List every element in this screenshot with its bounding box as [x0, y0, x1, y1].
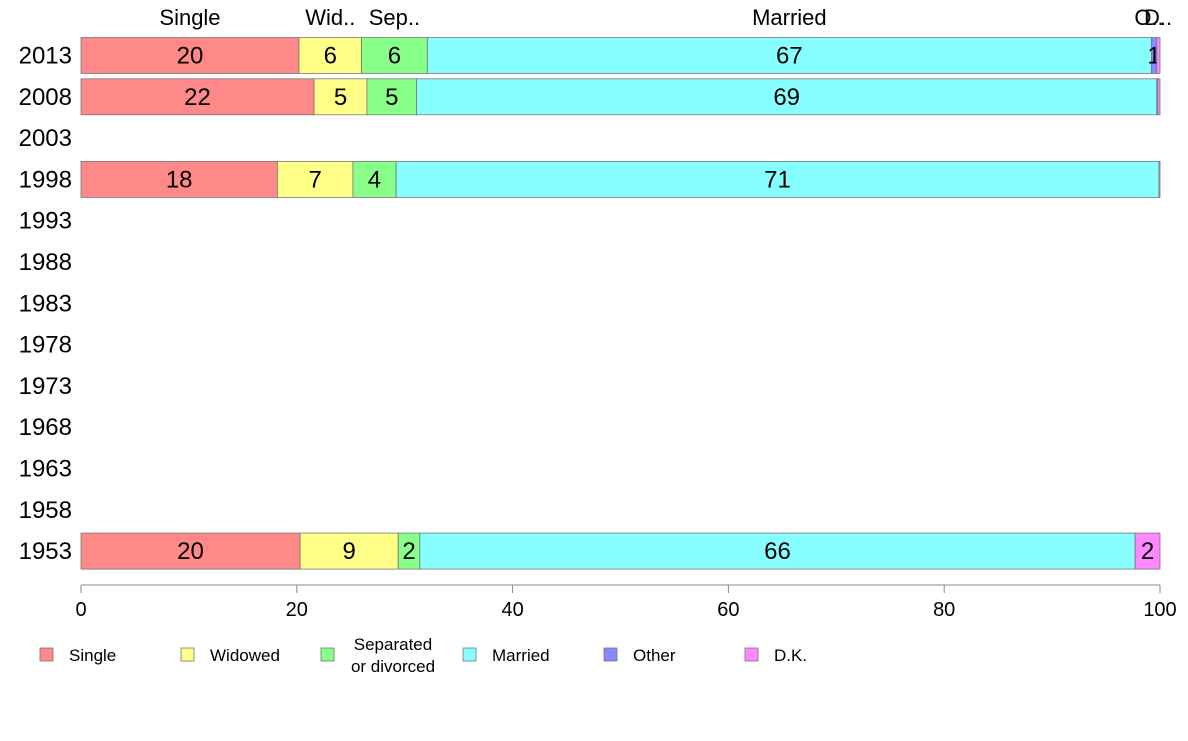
- legend-swatch-1: [180, 647, 195, 662]
- bar-2008-series-2: [366, 78, 417, 116]
- year-label-1998: 1998: [19, 166, 72, 193]
- data-label-2008-series-0: 22: [184, 84, 211, 111]
- top-category-labels: Single Wid.. Sep.. Married O..D..: [159, 5, 1172, 30]
- legend-swatch-5: [744, 647, 759, 662]
- x-axis: 0 20 40 60 80 100: [75, 584, 1177, 621]
- legend-label-1: Widowed: [210, 646, 280, 665]
- data-label-1953-series-3: 66: [764, 538, 791, 565]
- bar-1998-series-3: [395, 160, 1160, 198]
- year-labels: 2013 2008 2003 1998 1993 1988 1983 1978 1973 1968…: [19, 43, 72, 566]
- legend-swatch-0: [39, 647, 54, 662]
- data-label-2013-series-3: 67: [776, 43, 803, 70]
- top-label-1: Wid..: [305, 5, 355, 30]
- legend: Single Widowed Separated or divorced Married…: [39, 635, 807, 676]
- x-tick-label-2: 40: [501, 599, 523, 621]
- top-label-5: D..: [1144, 5, 1172, 30]
- bar-1953-series-1: [299, 532, 399, 570]
- year-label-1993: 1993: [19, 208, 72, 235]
- legend-label-2: Separated or divorced: [351, 635, 435, 676]
- x-tick-label-0: 0: [75, 599, 86, 621]
- data-label-2013-series-2: 6: [388, 43, 401, 70]
- year-label-1953: 1953: [19, 538, 72, 565]
- legend-label-4: Other: [633, 646, 676, 665]
- year-label-1988: 1988: [19, 249, 72, 276]
- bar-2008-series-0: [80, 78, 315, 116]
- x-tick-label-4: 80: [933, 599, 955, 621]
- bar-2008-series-1: [313, 78, 368, 116]
- bar-2008-series-5: [1157, 78, 1161, 116]
- data-label-2013-series-0: 20: [177, 43, 204, 70]
- legend-label-5: D.K.: [774, 646, 807, 665]
- data-label-1953-series-2: 2: [402, 538, 415, 565]
- legend-label-3: Married: [492, 646, 550, 665]
- bar-2013-series-3: [426, 37, 1152, 74]
- data-label-1998-series-2: 4: [368, 166, 381, 193]
- top-label-0: Single: [159, 5, 220, 30]
- bar-2013-series-0: [80, 37, 300, 74]
- year-label-2013: 2013: [19, 43, 72, 70]
- data-label-2008-series-1: 5: [334, 84, 347, 111]
- data-label-2008-series-3: 69: [773, 84, 800, 111]
- bar-2013-series-2: [361, 37, 428, 74]
- bar-1953-series-5: [1134, 532, 1161, 570]
- data-label-1998-series-0: 18: [166, 166, 193, 193]
- year-label-1978: 1978: [19, 332, 72, 359]
- x-tick-label-1: 20: [286, 599, 308, 621]
- year-label-1963: 1963: [19, 456, 72, 483]
- top-label-4: O..: [1134, 5, 1163, 30]
- data-label-1998-series-3: 71: [764, 166, 791, 193]
- year-label-1968: 1968: [19, 414, 72, 441]
- data-label-2013-series-1: 6: [324, 43, 337, 70]
- bar-1998-series-0: [80, 160, 278, 198]
- bar-2008-series-3: [416, 78, 1158, 116]
- top-label-3: Married: [752, 5, 827, 30]
- legend-swatch-2: [320, 647, 335, 662]
- x-tick-label-3: 60: [717, 599, 739, 621]
- data-label-2008-series-2: 5: [385, 84, 398, 111]
- legend-label-line-0: Separated: [354, 635, 432, 654]
- bar-1953-series-0: [80, 532, 301, 570]
- data-label-1953-series-0: 20: [177, 538, 204, 565]
- data-label-1953-series-5: 2: [1141, 538, 1154, 565]
- top-label-2: Sep..: [369, 5, 420, 30]
- legend-label-line-1: or divorced: [351, 657, 435, 676]
- bar-2013-series-1: [298, 37, 362, 74]
- data-label-1953-series-1: 9: [342, 538, 355, 565]
- bar-1953-series-3: [419, 532, 1136, 570]
- bar-1998-series-5: [1158, 160, 1161, 198]
- legend-swatch-3: [462, 647, 477, 662]
- data-label-1998-series-1: 7: [308, 166, 321, 193]
- year-label-2008: 2008: [19, 84, 72, 111]
- year-label-1973: 1973: [19, 373, 72, 400]
- bar-1998-series-2: [352, 160, 397, 198]
- legend-swatch-4: [603, 647, 618, 662]
- bar-2013-series-5: [1156, 37, 1161, 74]
- year-label-1983: 1983: [19, 290, 72, 317]
- year-label-1958: 1958: [19, 497, 72, 524]
- x-tick-label-5: 100: [1143, 599, 1176, 621]
- year-label-2003: 2003: [19, 125, 72, 152]
- legend-label-0: Single: [69, 646, 116, 665]
